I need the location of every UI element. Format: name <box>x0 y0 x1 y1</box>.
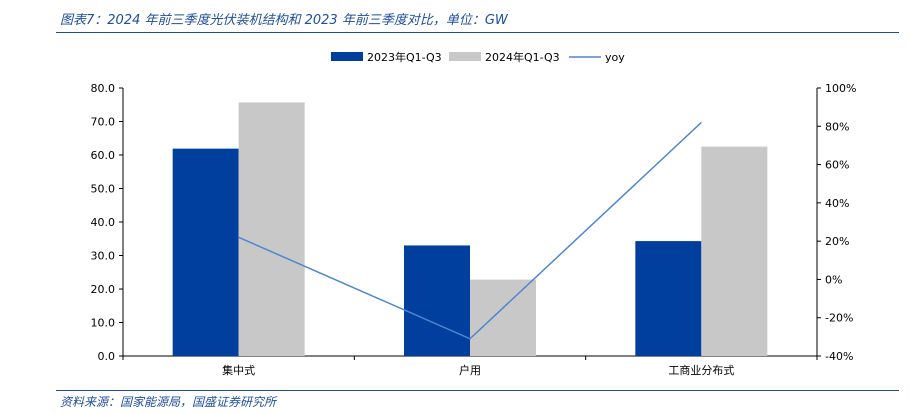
right-tick-label: 80% <box>825 120 849 133</box>
title-rule <box>56 32 899 33</box>
chart: 2023年Q1-Q3 2024年Q1-Q3 yoy 0.0 10.0 20.0 30.… <box>91 50 857 377</box>
figure-title: 图表7：2024 年前三季度光伏装机结构和 2023 年前三季度对比，单位：GW <box>60 13 508 28</box>
left-tick-label: 0.0 <box>98 350 116 363</box>
left-tick-label: 50.0 <box>91 183 116 196</box>
x-axis-ticks: 集中式 户用 工商业分布式 <box>122 356 818 377</box>
bars <box>172 102 768 356</box>
right-tick-label: -40% <box>825 350 853 363</box>
bar-2024-1 <box>470 279 536 356</box>
right-tick-label: 100% <box>825 82 856 95</box>
left-tick-label: 30.0 <box>91 250 116 263</box>
left-tick-label: 40.0 <box>91 216 116 229</box>
x-tick-label: 集中式 <box>222 363 255 377</box>
bar-2023-1 <box>404 245 470 356</box>
bar-2024-2 <box>701 146 768 356</box>
left-axis-ticks: 0.0 10.0 20.0 30.0 40.0 50.0 60.0 70.0 80.0 <box>91 82 123 363</box>
bar-2023-0 <box>172 148 239 356</box>
right-tick-label: 0% <box>825 273 842 286</box>
legend-swatch-2023 <box>331 52 363 61</box>
legend-label-yoy: yoy <box>605 51 625 64</box>
left-tick-label: 70.0 <box>91 116 116 129</box>
right-tick-label: 60% <box>825 159 849 172</box>
legend-label-2024: 2024年Q1-Q3 <box>485 50 560 64</box>
right-axis-ticks: -40% -20% 0% 20% 40% 60% 80% 100% <box>817 82 856 363</box>
left-tick-label: 60.0 <box>91 149 116 162</box>
left-tick-label: 20.0 <box>91 283 116 296</box>
x-tick-label: 工商业分布式 <box>668 363 734 377</box>
right-tick-label: -20% <box>825 312 853 325</box>
source-rule <box>56 390 899 391</box>
legend-swatch-2024 <box>449 52 481 61</box>
bar-2024-0 <box>238 102 305 356</box>
right-tick-label: 40% <box>825 197 849 210</box>
x-tick-label: 户用 <box>459 363 481 377</box>
legend-label-2023: 2023年Q1-Q3 <box>367 50 442 64</box>
source-note: 资料来源：国家能源局，国盛证券研究所 <box>60 395 277 409</box>
right-tick-label: 20% <box>825 235 849 248</box>
bar-2023-2 <box>635 241 702 356</box>
legend: 2023年Q1-Q3 2024年Q1-Q3 yoy <box>331 50 625 64</box>
left-tick-label: 80.0 <box>91 82 116 95</box>
left-tick-label: 10.0 <box>91 317 116 330</box>
yoy-series <box>238 121 702 340</box>
